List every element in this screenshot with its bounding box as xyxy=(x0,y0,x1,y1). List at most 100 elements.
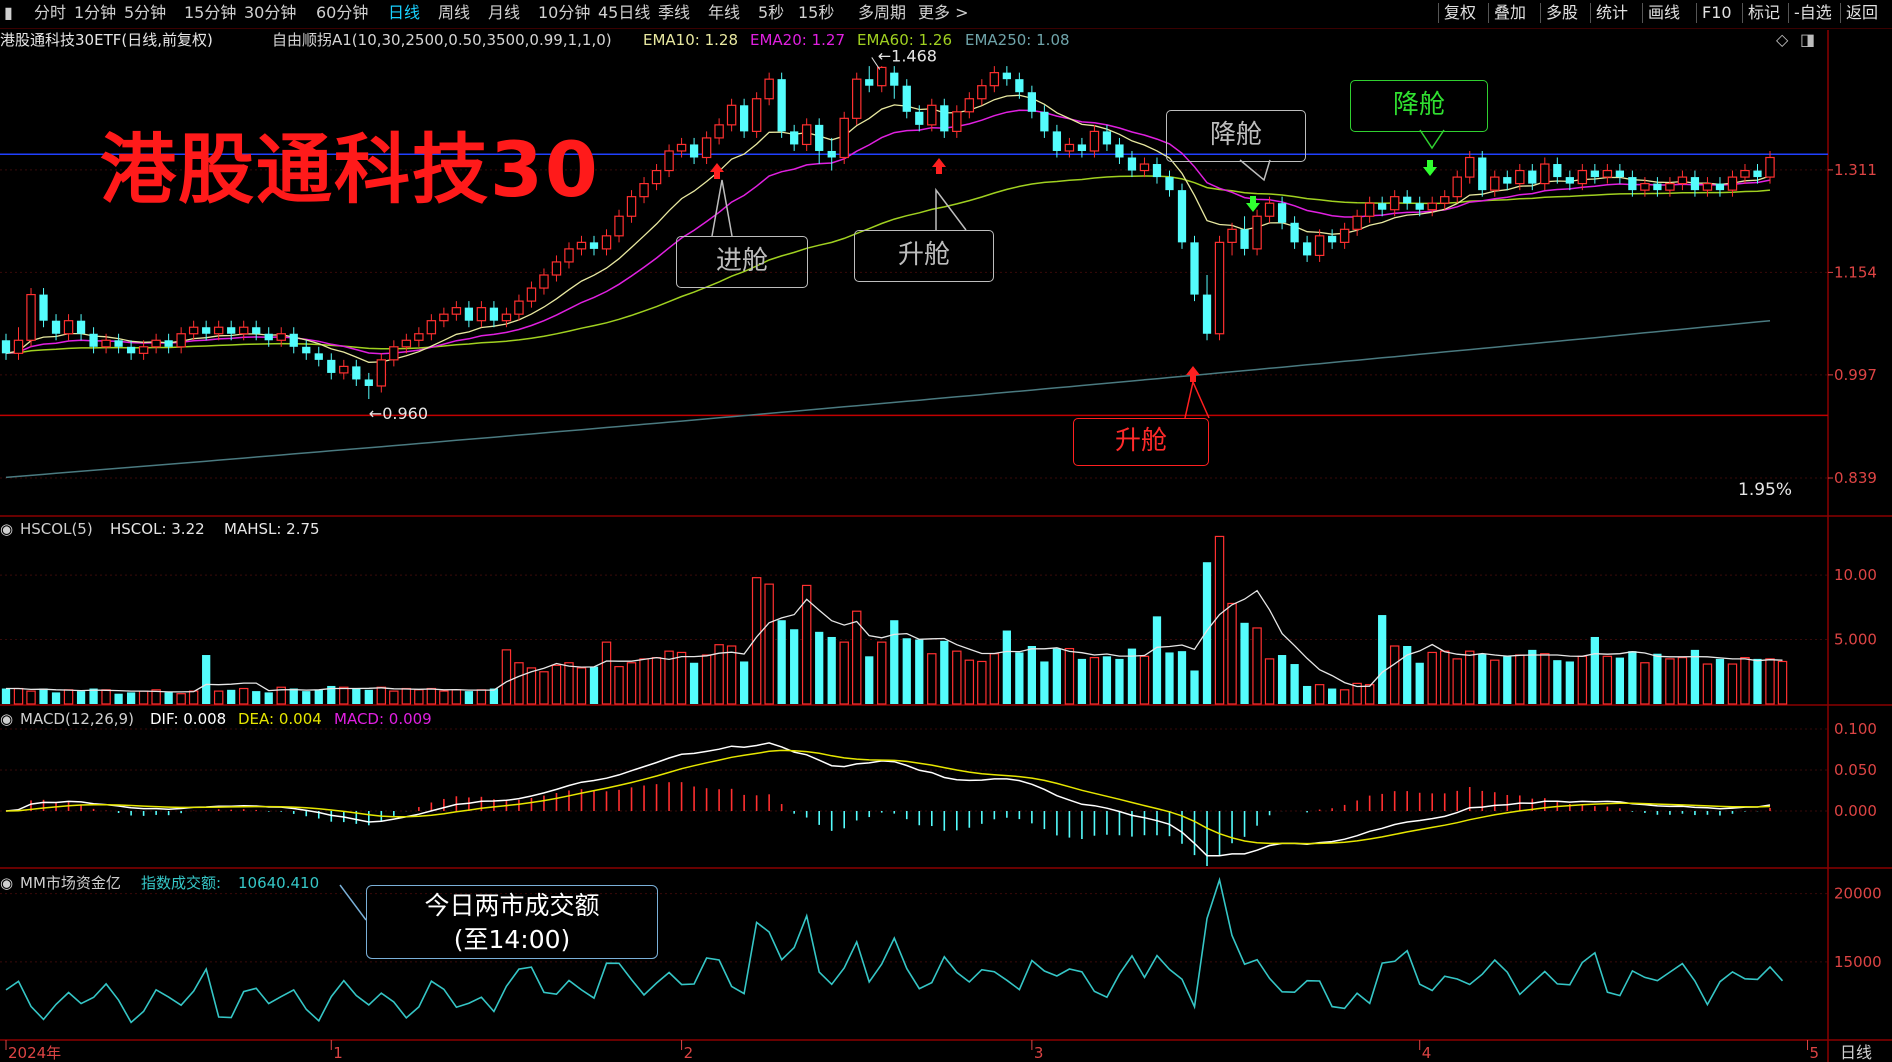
window-icon[interactable]: ◨ xyxy=(1800,30,1816,49)
volume-bar xyxy=(451,689,462,705)
period-tab-15[interactable]: 多周期 xyxy=(858,3,907,22)
volume-bar xyxy=(902,638,911,704)
candle-body xyxy=(1665,183,1675,191)
macd-tick-label: 0.050 xyxy=(1834,761,1877,779)
period-tab-2[interactable]: 5分钟 xyxy=(124,3,167,22)
period-tab-6[interactable]: 日线 xyxy=(388,3,421,22)
candle-body xyxy=(489,307,499,321)
period-tab-11[interactable]: 季线 xyxy=(658,3,691,22)
candle-body xyxy=(777,79,786,132)
candle-body xyxy=(414,333,424,341)
period-tab-0[interactable]: 分时 xyxy=(34,3,67,22)
volume-bar xyxy=(1139,655,1150,705)
candle-body xyxy=(426,320,437,335)
toolbar-action-0[interactable]: 复权 xyxy=(1444,3,1477,22)
volume-bar xyxy=(827,636,836,704)
period-tab-12[interactable]: 年线 xyxy=(708,3,741,22)
toolbar-action-3[interactable]: 统计 xyxy=(1596,3,1629,22)
volume-bar xyxy=(1727,663,1738,705)
period-tab-4[interactable]: 30分钟 xyxy=(244,3,297,22)
candle-body xyxy=(1452,176,1462,198)
volume-bar xyxy=(664,650,674,705)
candle-body xyxy=(1327,235,1337,243)
candle-body xyxy=(439,313,449,322)
candle-body xyxy=(790,131,799,145)
candle-body xyxy=(977,85,987,100)
ema60-label: EMA60: 1.26 xyxy=(857,31,952,49)
period-tab-14[interactable]: 15秒 xyxy=(798,3,835,22)
collapse-icon[interactable]: ◉ xyxy=(0,710,14,728)
x-month-label: 1 xyxy=(333,1044,343,1062)
period-tab-9[interactable]: 10分钟 xyxy=(538,3,591,22)
candle-body xyxy=(639,183,649,198)
volume-bar xyxy=(890,620,899,704)
toolbar-separator xyxy=(1642,3,1643,23)
period-tab-3[interactable]: 15分钟 xyxy=(184,3,237,22)
buy-arrow-up xyxy=(932,158,946,174)
volume-bar xyxy=(302,691,311,704)
period-tab-8[interactable]: 月线 xyxy=(488,3,521,22)
volume-bar xyxy=(614,666,624,705)
candle-body xyxy=(614,215,624,237)
volume-bar xyxy=(539,671,549,705)
candle-body xyxy=(564,248,574,263)
volume-bar xyxy=(101,689,111,705)
candle-body xyxy=(1590,170,1599,178)
diamond-icon[interactable]: ◇ xyxy=(1776,30,1789,49)
period-tab-7[interactable]: 周线 xyxy=(438,3,471,22)
percent-label: 1.95% xyxy=(1738,480,1793,500)
candle-body xyxy=(264,333,273,341)
volume-bar xyxy=(126,692,136,704)
ema250-line xyxy=(5,319,1771,479)
toolbar-action-4[interactable]: 画线 xyxy=(1648,3,1681,22)
volume-bar xyxy=(1702,663,1713,705)
volume-bar xyxy=(801,584,812,705)
candle-body xyxy=(51,320,61,334)
toolbar-action-1[interactable]: 叠加 xyxy=(1494,3,1527,22)
period-tab-1[interactable]: 1分钟 xyxy=(74,3,117,22)
period-tab-16[interactable]: 更多 > xyxy=(918,3,969,22)
toolbar-separator xyxy=(1742,3,1743,23)
candle-body xyxy=(1165,177,1174,191)
candle-body xyxy=(63,320,74,335)
fund-tick-label: 20000 xyxy=(1834,885,1882,903)
toolbar-action-5[interactable]: F10 xyxy=(1702,3,1732,22)
candle-body xyxy=(1490,176,1500,191)
candle-body xyxy=(701,137,712,159)
period-tab-13[interactable]: 5秒 xyxy=(758,3,785,22)
collapse-icon[interactable]: ◉ xyxy=(0,874,14,892)
ema10-line xyxy=(5,94,1771,363)
menu-icon[interactable]: ▮ xyxy=(4,3,13,22)
candle-body xyxy=(1715,183,1725,191)
period-tab-10[interactable]: 45日线 xyxy=(598,3,651,22)
volume-bar xyxy=(877,641,887,705)
candle-body xyxy=(1364,202,1375,217)
volume-bar xyxy=(13,687,24,705)
volume-bar xyxy=(689,662,699,704)
volume-bar xyxy=(564,662,574,705)
volume-bar xyxy=(1740,656,1750,705)
candle-body xyxy=(1139,163,1150,172)
price-tick-label: 1.311 xyxy=(1834,161,1877,179)
market-turnover-line xyxy=(5,876,1784,1024)
volume-bar xyxy=(1615,657,1625,704)
volume-bar xyxy=(1064,647,1075,705)
toolbar-action-6[interactable]: 标记 xyxy=(1748,3,1781,22)
toolbar-action-2[interactable]: 多股 xyxy=(1546,3,1579,22)
sell-arrow-down xyxy=(1423,160,1437,176)
period-tab-5[interactable]: 60分钟 xyxy=(316,3,369,22)
toolbar-action-8[interactable]: 返回 xyxy=(1846,3,1879,22)
candle-body xyxy=(815,124,824,151)
toolbar-action-7[interactable]: -自选 xyxy=(1794,3,1832,22)
volume-bar xyxy=(865,656,874,704)
candle-body xyxy=(1389,196,1400,211)
candle-body xyxy=(576,241,587,250)
x-month-label: 4 xyxy=(1422,1044,1432,1062)
candle-body xyxy=(1653,183,1662,191)
candle-body xyxy=(476,307,487,322)
candle-body xyxy=(801,124,812,146)
collapse-icon[interactable]: ◉ xyxy=(0,520,14,538)
candle-body xyxy=(1602,169,1613,178)
volume-bar xyxy=(551,664,562,705)
macd-tick-label: 0.000 xyxy=(1834,802,1877,820)
